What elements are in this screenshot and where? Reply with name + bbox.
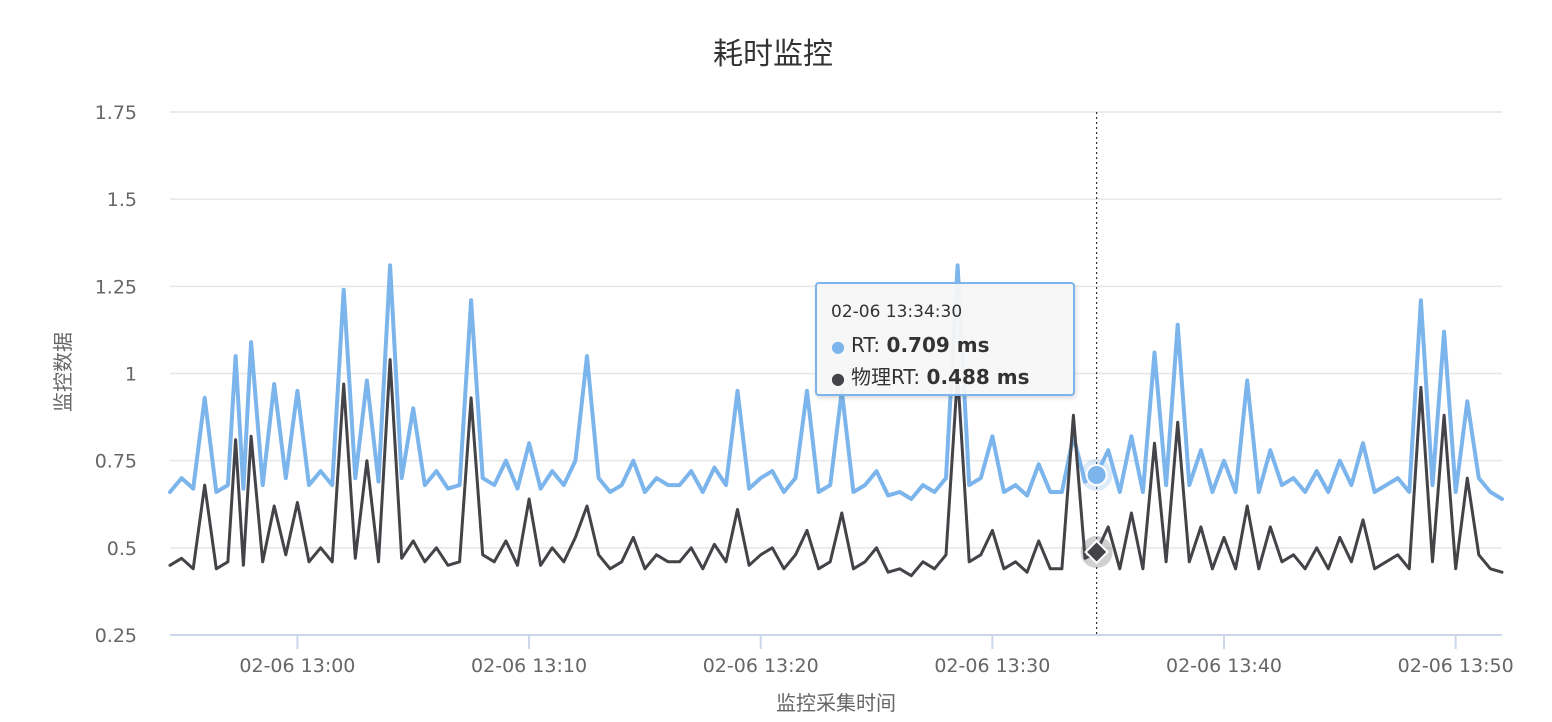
- tooltip-dot-physical-rt: ●: [831, 369, 845, 388]
- y-axis-label: 监控数据: [51, 332, 75, 412]
- tooltip-label-physical-rt: 物理RT:: [850, 365, 927, 389]
- x-tick-label: 02-06 13:50: [1398, 655, 1514, 677]
- y-tick-label: 0.5: [107, 538, 137, 560]
- tooltip: 02-06 13:34:30 ● RT: 0.709 ms ● 物理RT: 0.48…: [815, 282, 1075, 396]
- hover-marker-rt: [1085, 463, 1108, 486]
- x-tick-label: 02-06 13:00: [239, 655, 355, 677]
- y-tick-label: 0.75: [95, 451, 137, 473]
- tooltip-row-physical-rt: ● 物理RT: 0.488 ms: [831, 362, 1059, 394]
- series-line-rt[interactable]: [168, 263, 1504, 501]
- tooltip-row-rt: ● RT: 0.709 ms: [831, 330, 1059, 362]
- x-tick-label: 02-06 13:10: [471, 655, 587, 677]
- x-axis-ticks: 02-06 13:00 02-06 13:10 02-06 13:20 02-06 1…: [239, 635, 1514, 677]
- y-tick-label: 0.25: [95, 625, 137, 647]
- series-line-physical-rt[interactable]: [168, 358, 1504, 578]
- x-axis-label: 监控采集时间: [776, 691, 896, 715]
- y-axis-ticks: 0.25 0.5 0.75 1 1.25 1.5 1.75: [95, 102, 137, 647]
- tooltip-label-rt: RT:: [850, 333, 887, 357]
- y-tick-label: 1: [125, 364, 137, 386]
- x-tick-label: 02-06 13:40: [1166, 655, 1282, 677]
- tooltip-value-rt: 0.709 ms: [886, 333, 990, 357]
- y-tick-label: 1.75: [95, 102, 137, 124]
- tooltip-time: 02-06 13:34:30: [831, 302, 963, 322]
- tooltip-dot-rt: ●: [831, 337, 845, 356]
- x-tick-label: 02-06 13:30: [934, 655, 1050, 677]
- crosshair: [1080, 112, 1113, 635]
- y-tick-label: 1.5: [107, 189, 137, 211]
- x-tick-label: 02-06 13:20: [703, 655, 819, 677]
- series-lines[interactable]: [168, 263, 1504, 578]
- chart-title: 耗时监控: [713, 37, 833, 72]
- tooltip-value-physical-rt: 0.488 ms: [926, 365, 1030, 389]
- y-tick-label: 1.25: [95, 276, 137, 298]
- hover-marker-physical-rt: [1084, 539, 1110, 565]
